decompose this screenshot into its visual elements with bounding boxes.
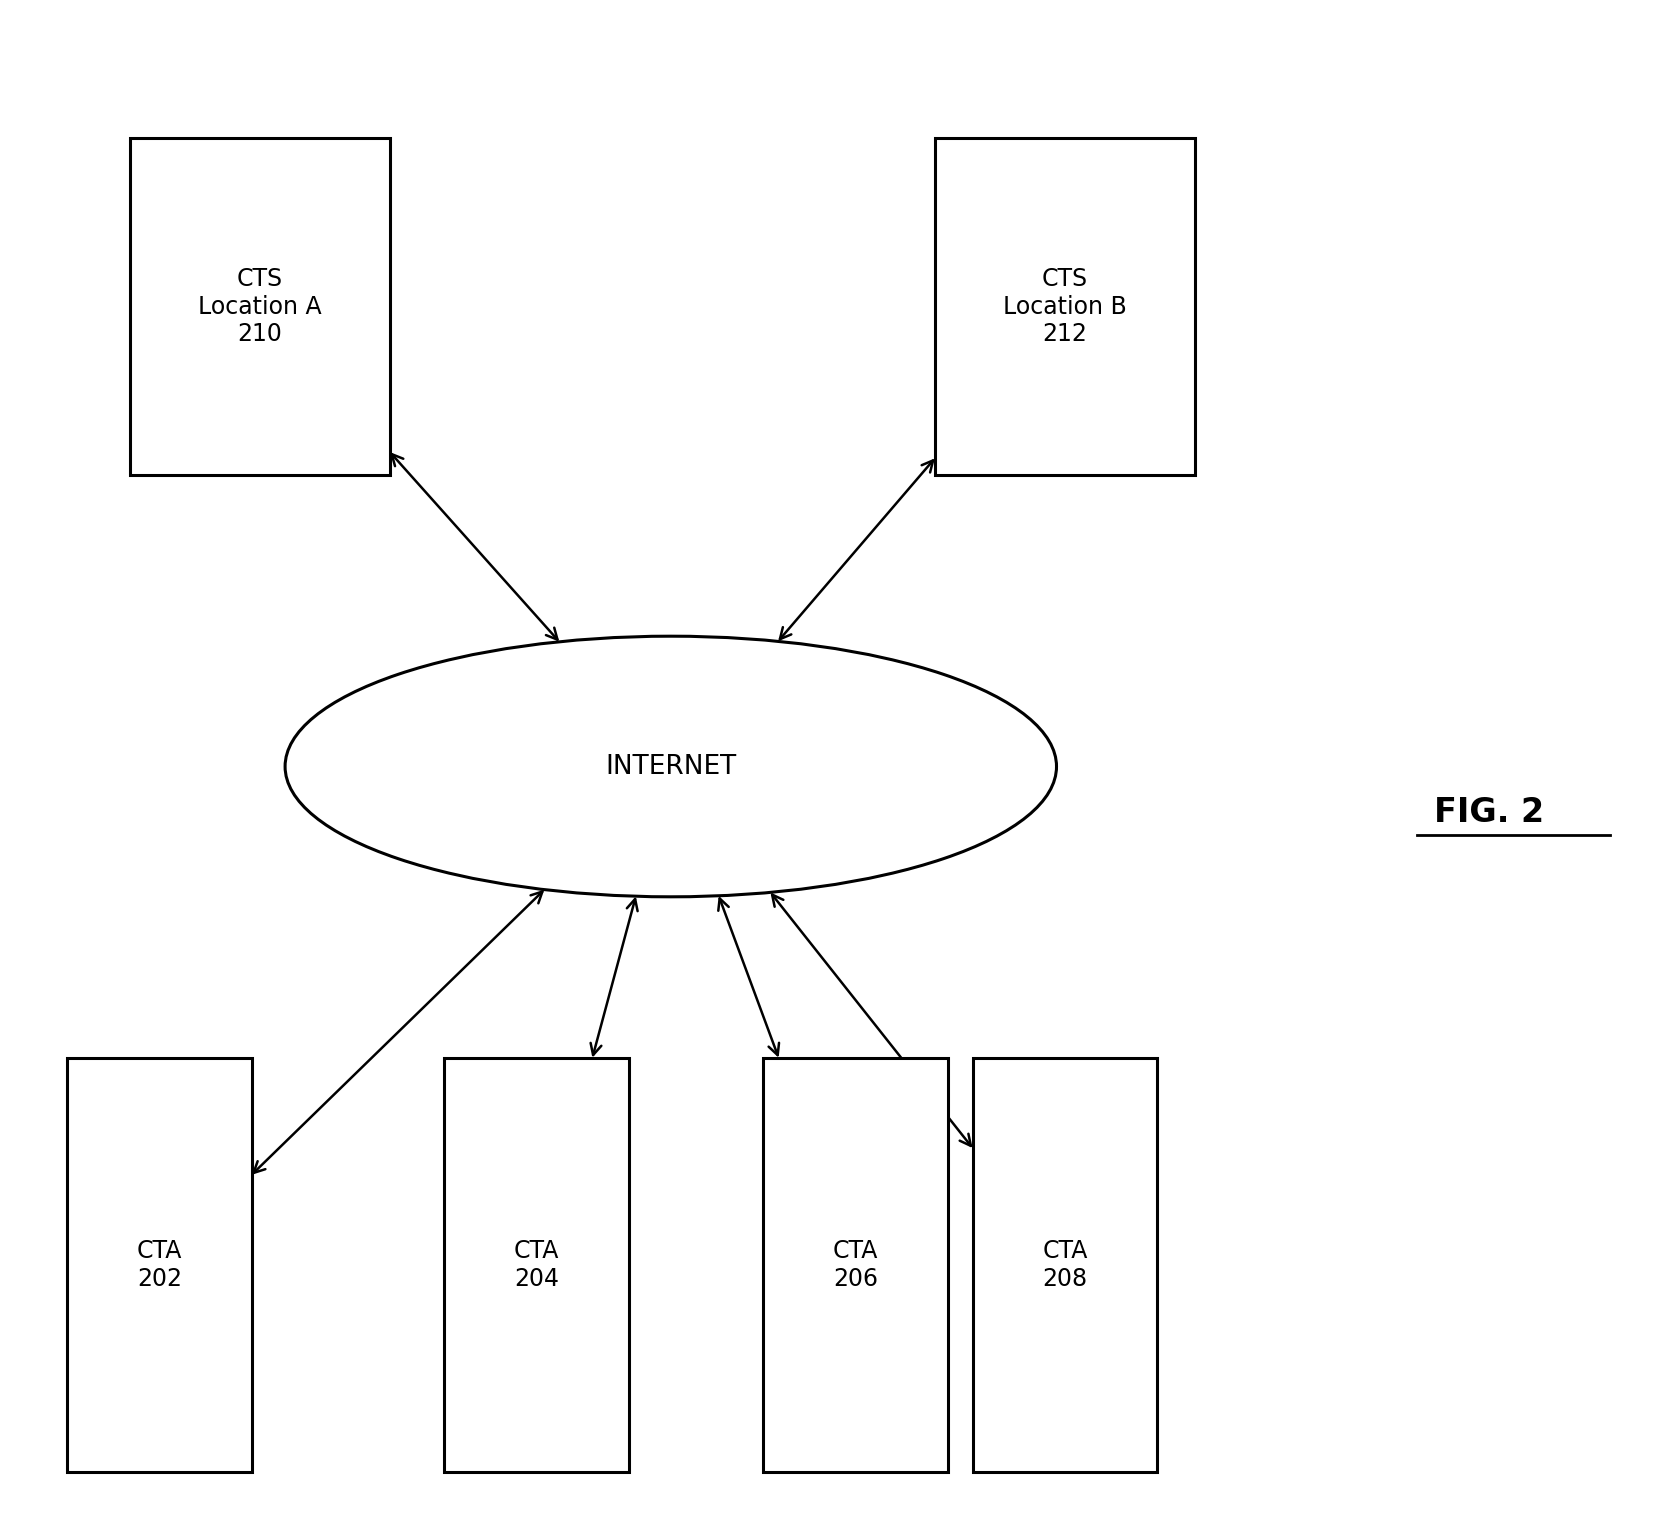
- Ellipse shape: [285, 636, 1057, 897]
- Text: CTA
204: CTA 204: [513, 1239, 560, 1291]
- Bar: [444, 1058, 629, 1472]
- Text: INTERNET: INTERNET: [605, 754, 736, 779]
- Text: CTA
206: CTA 206: [832, 1239, 879, 1291]
- FancyArrowPatch shape: [780, 460, 932, 639]
- Text: FIG. 2: FIG. 2: [1434, 796, 1545, 829]
- FancyArrowPatch shape: [718, 898, 780, 1055]
- Text: CTA
202: CTA 202: [136, 1239, 183, 1291]
- Text: CTS
Location A
210: CTS Location A 210: [198, 267, 322, 346]
- FancyArrowPatch shape: [771, 895, 971, 1147]
- FancyArrowPatch shape: [590, 898, 637, 1055]
- Text: CTS
Location B
212: CTS Location B 212: [1003, 267, 1127, 346]
- Bar: [973, 1058, 1157, 1472]
- Bar: [763, 1058, 948, 1472]
- Bar: [131, 138, 389, 475]
- FancyArrowPatch shape: [392, 454, 557, 639]
- Text: CTA
208: CTA 208: [1041, 1239, 1088, 1291]
- Bar: [936, 138, 1194, 475]
- Bar: [67, 1058, 252, 1472]
- FancyArrowPatch shape: [253, 892, 542, 1173]
